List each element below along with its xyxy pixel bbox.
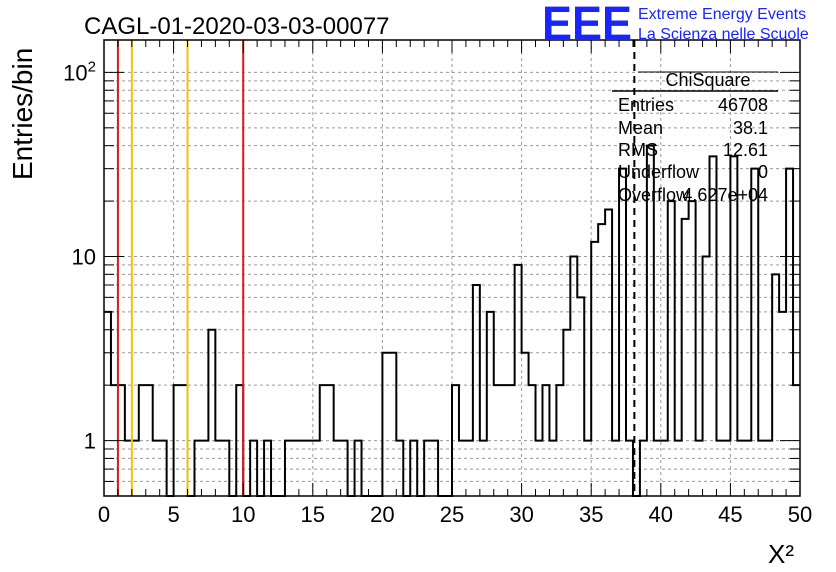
x-tick-label: 0 (98, 502, 110, 527)
x-axis-label: X² (768, 539, 794, 569)
x-tick-label: 25 (440, 502, 464, 527)
y-tick-label: 1 (84, 429, 96, 454)
stats-overflow-value: 4.627e+04 (682, 185, 768, 205)
stats-overflow-label: Overflow (618, 185, 690, 205)
stats-underflow-label: Underflow (618, 162, 700, 182)
x-tick-label: 20 (370, 502, 394, 527)
x-tick-label: 30 (509, 502, 533, 527)
y-tick-label: 102 (63, 58, 96, 85)
stats-entries-label: Entries (618, 95, 674, 115)
stats-box: ChiSquare Entries 46708 Mean 38.1 RMS 12… (612, 70, 778, 205)
y-tick-label: 10 (72, 245, 96, 270)
tick-labels-layer: 0 5 10 15 20 25 30 35 40 45 50 1 10 102 (63, 58, 812, 527)
eee-logo: EEE Extreme Energy Events La Scienza nel… (542, 0, 809, 51)
ticks-layer (103, 40, 801, 497)
grid-layer (104, 40, 800, 497)
chart-title: CAGL-01-2020-03-03-00077 (84, 13, 390, 40)
histogram-outline (104, 144, 800, 497)
stats-header: ChiSquare (665, 70, 750, 90)
x-tick-label: 15 (301, 502, 325, 527)
stats-rms-value: 12.61 (723, 140, 768, 160)
stats-mean-value: 38.1 (733, 118, 768, 138)
x-tick-label: 50 (788, 502, 812, 527)
histogram-layer (104, 144, 800, 497)
stats-rms-label: RMS (618, 140, 658, 160)
logo-line-2: La Scienza nelle Scuole (638, 26, 809, 43)
stats-underflow-value: 0 (758, 162, 768, 182)
x-tick-label: 10 (231, 502, 255, 527)
y-axis-label: Entries/bin (7, 48, 38, 180)
logo-line-1: Extreme Energy Events (638, 6, 806, 23)
x-tick-label: 45 (718, 502, 742, 527)
stats-entries-value: 46708 (718, 95, 768, 115)
x-tick-label: 5 (167, 502, 179, 527)
stats-mean-label: Mean (618, 118, 663, 138)
x-tick-label: 35 (579, 502, 603, 527)
eee-logo-mark: EEE (542, 0, 632, 51)
cut-lines-layer (116, 40, 636, 496)
x-tick-label: 40 (649, 502, 673, 527)
